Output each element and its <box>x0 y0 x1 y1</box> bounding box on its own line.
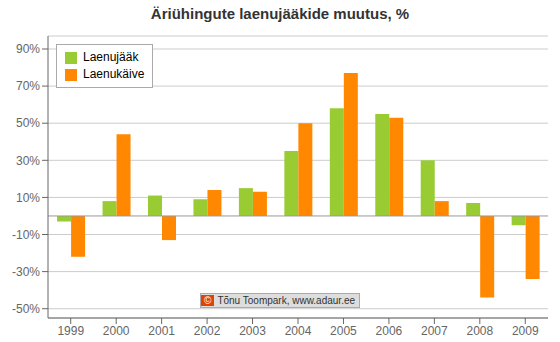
svg-text:-30%: -30% <box>12 265 40 279</box>
svg-text:2000: 2000 <box>103 324 130 338</box>
svg-text:70%: 70% <box>16 79 40 93</box>
svg-text:-50%: -50% <box>12 302 40 316</box>
svg-text:2002: 2002 <box>194 324 221 338</box>
svg-text:90%: 90% <box>16 42 40 56</box>
svg-text:50%: 50% <box>16 116 40 130</box>
svg-text:2007: 2007 <box>421 324 448 338</box>
html-text:Laenukäive: Laenukäive <box>83 67 145 81</box>
svg-text:-10%: -10% <box>12 228 40 242</box>
svg-text:2004: 2004 <box>285 324 312 338</box>
svg-text:1999: 1999 <box>57 324 84 338</box>
html-text:Laenujääk: Laenujääk <box>83 50 139 64</box>
svg-text:2001: 2001 <box>148 324 175 338</box>
svg-text:2008: 2008 <box>466 324 493 338</box>
svg-text:10%: 10% <box>16 191 40 205</box>
html-text:Tõnu Toompark, www.adaur.ee: Tõnu Toompark, www.adaur.ee <box>217 295 355 306</box>
html-text:Äriühingute laenujääkide muutu: Äriühingute laenujääkide muutus, % <box>150 5 410 22</box>
svg-text:2005: 2005 <box>330 324 357 338</box>
svg-text:30%: 30% <box>16 154 40 168</box>
svg-text:2009: 2009 <box>512 324 539 338</box>
svg-text:2006: 2006 <box>376 324 403 338</box>
svg-text:2003: 2003 <box>239 324 266 338</box>
